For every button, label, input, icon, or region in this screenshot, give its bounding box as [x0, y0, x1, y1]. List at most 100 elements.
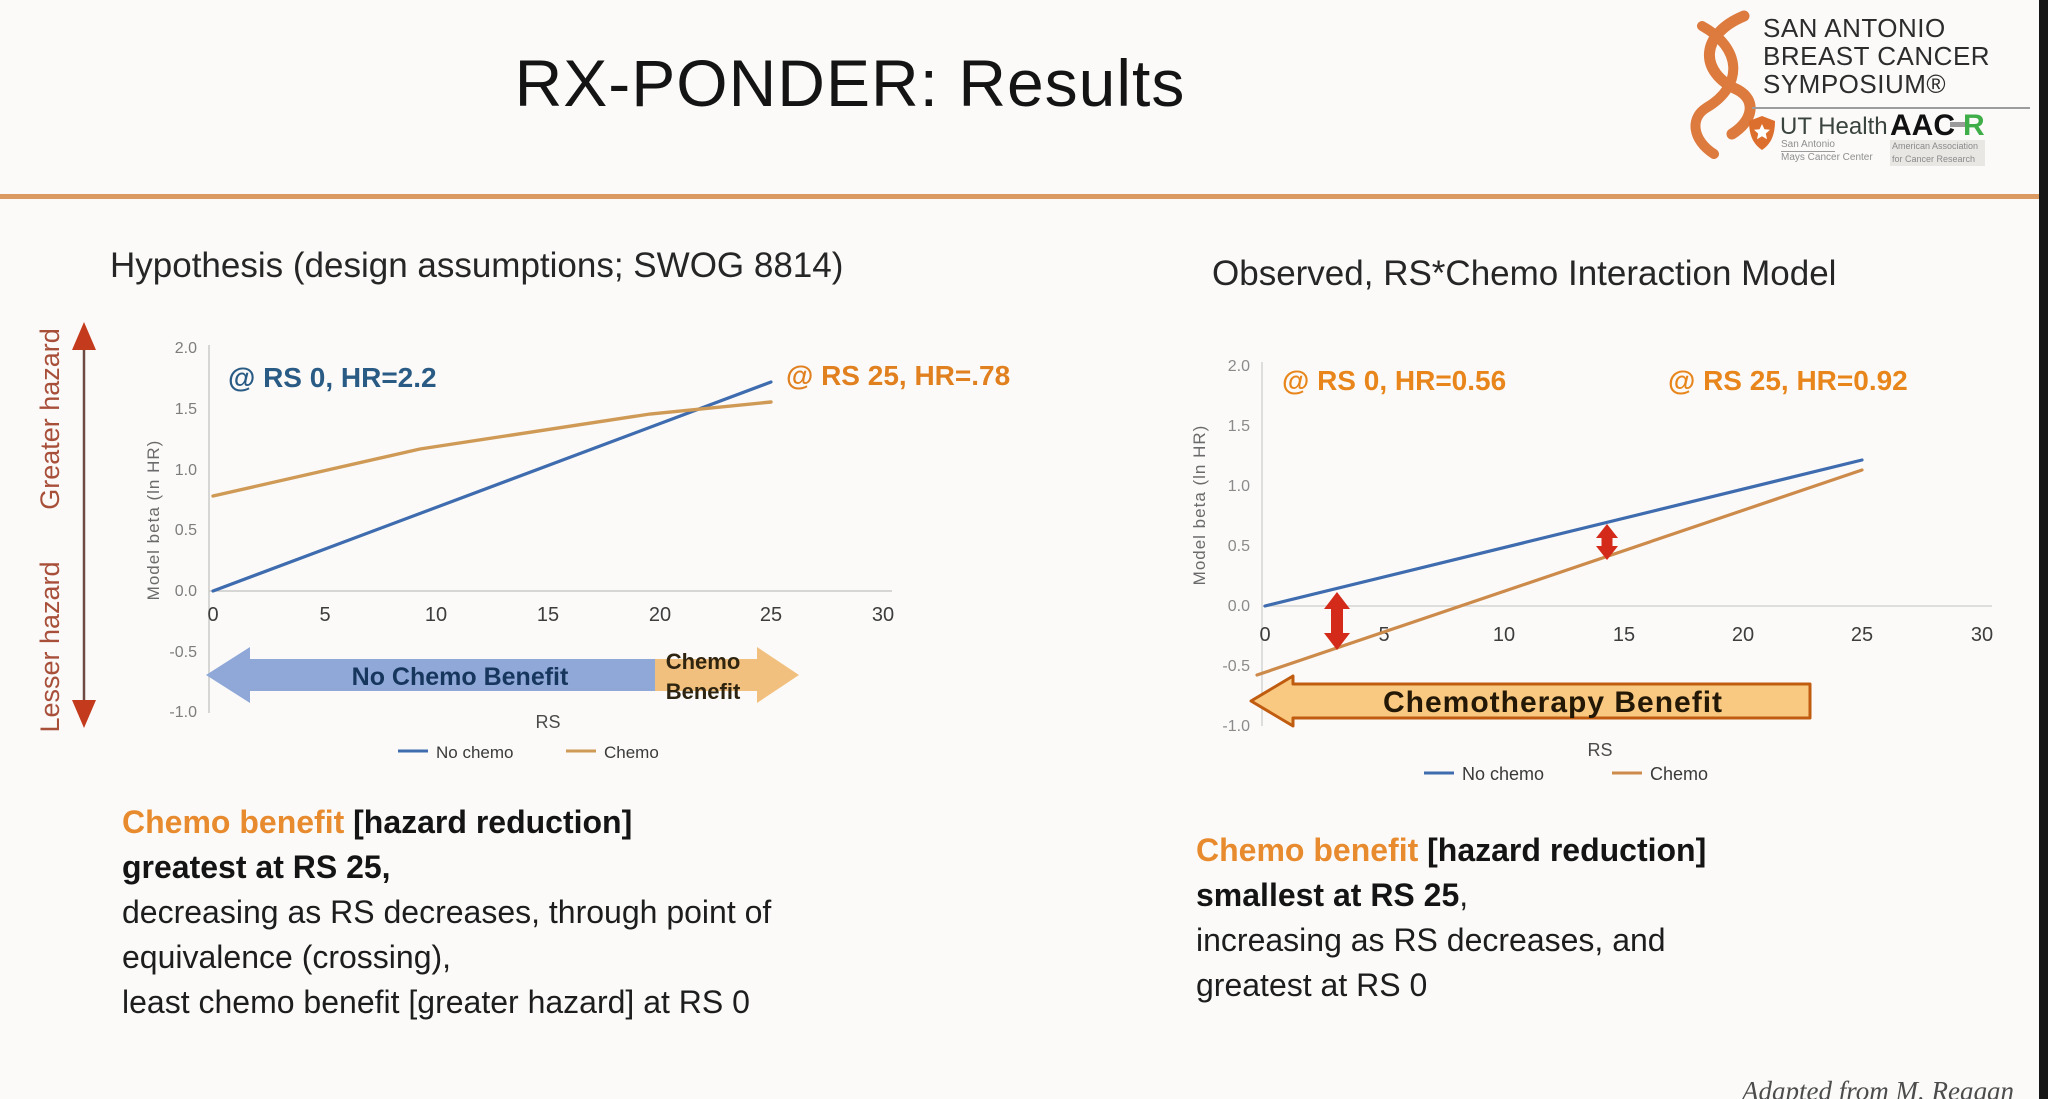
ut-health-logo: UT Health San Antonio Mays Cancer Center — [1748, 115, 1888, 164]
y-tick: 2.0 — [1228, 358, 1250, 375]
x-axis-title: RS — [535, 712, 560, 732]
right-edge-border — [2039, 0, 2048, 1099]
y-tick-labels: 2.0 1.5 1.0 0.5 0.0 -0.5 -1.0 — [1222, 358, 1250, 735]
note-line: Chemo benefit [hazard reduction] — [122, 800, 902, 845]
note-line: decreasing as RS decreases, through poin… — [122, 894, 772, 930]
no-chemo-line — [211, 380, 773, 593]
greater-hazard-label: Greater hazard — [35, 328, 65, 510]
x-tick: 0 — [1259, 624, 1270, 646]
ut-health-sub1: San Antonio — [1781, 139, 1835, 152]
y-tick: 0.5 — [175, 522, 197, 539]
y-tick: -1.0 — [1222, 718, 1250, 735]
note-line: least chemo benefit [greater hazard] at … — [122, 984, 750, 1020]
aacr-sub1: American Association — [1890, 140, 1985, 153]
x-tick: 10 — [1493, 624, 1515, 646]
legend-label-chemo: Chemo — [604, 743, 659, 762]
x-tick-labels: 0 5 10 15 20 25 30 — [207, 604, 894, 626]
no-chemo-line — [1263, 458, 1864, 608]
note-line: Chemo benefit [hazard reduction] — [1196, 828, 1876, 873]
x-tick: 30 — [1971, 624, 1993, 646]
legend: No chemo Chemo — [1424, 764, 1708, 784]
aacr-logo: AAC R American Association for Cancer Res… — [1890, 109, 1985, 166]
left-chart-heading: Hypothesis (design assumptions; SWOG 881… — [110, 246, 844, 285]
logo-line2: BREAST CANCER — [1763, 41, 1991, 71]
y-tick: 0.0 — [1228, 598, 1250, 615]
header-divider-rule — [0, 194, 2048, 199]
x-tick-labels: 0 5 10 15 20 25 30 — [1259, 624, 1993, 646]
left-conclusion-note: Chemo benefit [hazard reduction] greates… — [122, 800, 902, 1025]
aacr-sub2: for Cancer Research — [1890, 153, 1985, 166]
no-chemo-benefit-arrow — [206, 647, 655, 703]
ut-health-name: UT Health — [1780, 113, 1888, 140]
no-chemo-benefit-label: No Chemo Benefit — [352, 663, 569, 691]
hazard-gap-arrow-rs14 — [1596, 524, 1618, 560]
chemo-line — [1255, 468, 1864, 677]
lesser-hazard-label: Lesser hazard — [35, 561, 65, 732]
y-tick: 0.0 — [175, 583, 197, 600]
y-tick: -0.5 — [1222, 658, 1250, 675]
note-smallest: smallest at RS 25 — [1196, 877, 1460, 913]
aacr-wordmark: AAC R — [1890, 109, 1985, 142]
annotation-rs0: @ RS 0, HR=0.56 — [1282, 365, 1506, 396]
x-axis-title: RS — [1587, 740, 1612, 760]
aacr-dash — [1950, 121, 1966, 127]
legend: No chemo Chemo — [398, 743, 659, 762]
logo-line1: SAN ANTONIO — [1763, 13, 1946, 43]
hazard-direction-axis: Greater hazard Lesser hazard — [35, 322, 96, 733]
y-tick: 0.5 — [1228, 538, 1250, 555]
y-tick: 1.5 — [1228, 418, 1250, 435]
annotation-rs0: @ RS 0, HR=2.2 — [228, 362, 437, 393]
chemo-benefit-label-line2: Benefit — [666, 679, 741, 704]
chemotherapy-benefit-arrow — [1249, 674, 1812, 728]
hazard-arrowhead-down-icon — [72, 700, 96, 728]
chemo-line — [211, 400, 773, 498]
x-tick: 25 — [1851, 624, 1873, 646]
hypothesis-chart: 2.0 1.5 1.0 0.5 0.0 -0.5 -1.0 0 5 10 15 … — [144, 340, 1010, 762]
x-tick: 25 — [760, 604, 782, 626]
source-credit: Adapted from M. Reagan — [1742, 1076, 2014, 1099]
note-comma: , — [1459, 877, 1469, 913]
logo-line3: SYMPOSIUM® — [1763, 69, 1947, 99]
aacr-aac: AAC — [1890, 109, 1955, 142]
x-tick: 30 — [872, 604, 894, 626]
right-conclusion-note: Chemo benefit [hazard reduction] smalles… — [1196, 828, 1876, 1008]
note-chemo-benefit: Chemo benefit — [122, 804, 345, 840]
aacr-r: R — [1963, 109, 1985, 142]
legend-label-no-chemo: No chemo — [436, 743, 513, 762]
hazard-gap-arrow-rs3 — [1324, 592, 1350, 650]
x-tick: 15 — [1613, 624, 1635, 646]
y-axis-title: Model beta (ln HR) — [144, 440, 163, 601]
note-line: equivalence (crossing), — [122, 939, 452, 975]
x-tick: 0 — [207, 604, 218, 626]
observed-chart: 2.0 1.5 1.0 0.5 0.0 -0.5 -1.0 0 5 10 15 … — [1190, 358, 1993, 784]
annotation-rs25: @ RS 25, HR=0.92 — [1668, 365, 1908, 396]
right-chart-heading: Observed, RS*Chemo Interaction Model — [1212, 254, 1837, 293]
y-tick-labels: 2.0 1.5 1.0 0.5 0.0 -0.5 -1.0 — [169, 340, 197, 721]
note-line: greatest at RS 25, — [122, 849, 391, 885]
ut-health-sub2: Mays Cancer Center — [1781, 152, 1873, 163]
symposium-logo-text: SAN ANTONIO BREAST CANCER SYMPOSIUM® — [1763, 14, 1990, 98]
chemo-benefit-arrow — [655, 647, 799, 703]
note-hazard-reduction: [hazard reduction] — [344, 804, 633, 840]
y-tick: 1.0 — [175, 462, 197, 479]
x-tick: 20 — [649, 604, 671, 626]
shield-star-icon — [1749, 116, 1775, 150]
chemo-benefit-label-line1: Chemo — [666, 649, 741, 674]
annotation-rs25: @ RS 25, HR=.78 — [786, 360, 1010, 391]
x-tick: 20 — [1732, 624, 1754, 646]
x-tick: 15 — [537, 604, 559, 626]
note-chemo-benefit: Chemo benefit — [1196, 832, 1419, 868]
note-line: greatest at RS 0 — [1196, 967, 1428, 1003]
logo-divider — [1752, 107, 2030, 109]
y-tick: -0.5 — [169, 644, 197, 661]
chemotherapy-benefit-label: Chemotherapy Benefit — [1383, 686, 1723, 719]
x-tick: 5 — [1378, 624, 1389, 646]
y-tick: -1.0 — [169, 704, 197, 721]
note-line: increasing as RS decreases, and — [1196, 922, 1666, 958]
legend-label-no-chemo: No chemo — [1462, 764, 1544, 784]
y-axis-title: Model beta (ln HR) — [1190, 425, 1209, 586]
hazard-arrowhead-up-icon — [72, 322, 96, 350]
page-title: RX-PONDER: Results — [514, 46, 1186, 120]
x-tick: 5 — [319, 604, 330, 626]
